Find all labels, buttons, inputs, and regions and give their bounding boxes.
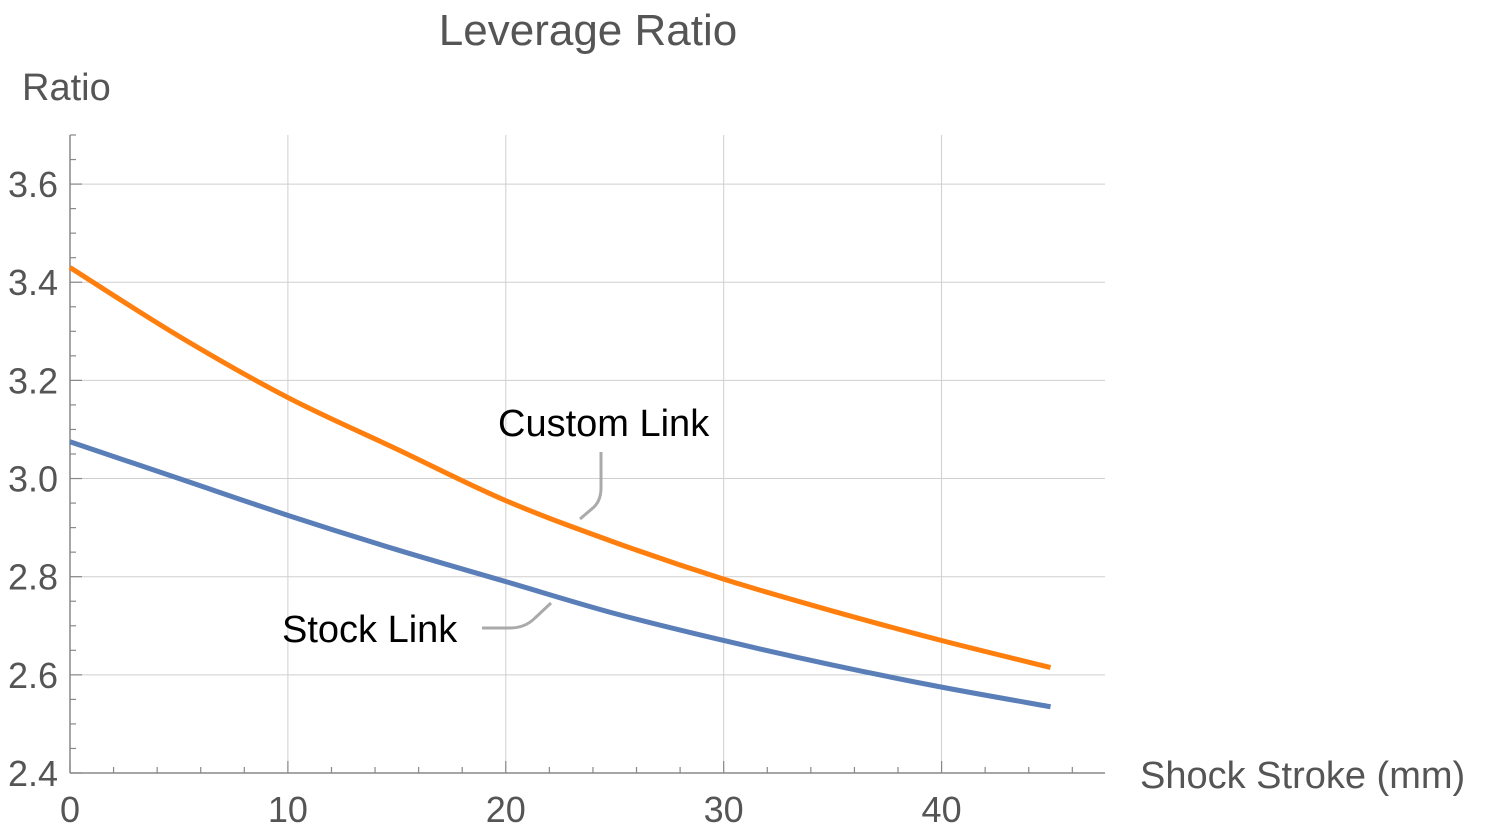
series-labels: Custom Link Stock Link — [282, 403, 710, 651]
x-tick-label: 40 — [922, 789, 962, 830]
series-label-custom-link: Custom Link — [498, 403, 710, 445]
y-tick-label: 3.0 — [8, 459, 58, 500]
series-line-stock-link — [69, 439, 1051, 710]
y-axis-label: Ratio — [22, 67, 111, 109]
y-tick-label: 3.2 — [8, 360, 58, 401]
x-axis-label: Shock Stroke (mm) — [1140, 755, 1465, 797]
series-lines — [68, 265, 1052, 710]
chart-title: Leverage Ratio — [439, 6, 737, 55]
x-tick-label: 0 — [60, 789, 80, 830]
y-tick-label: 3.6 — [8, 164, 58, 205]
y-tick-label: 2.4 — [8, 753, 58, 794]
axes — [69, 135, 1105, 774]
x-tick-label: 30 — [704, 789, 744, 830]
x-tick-label: 10 — [268, 789, 308, 830]
y-tick-label: 3.4 — [8, 262, 58, 303]
grid — [70, 135, 1105, 773]
y-tick-label: 2.6 — [8, 655, 58, 696]
series-line-custom-link — [68, 265, 1052, 670]
x-tick-label: 20 — [486, 789, 526, 830]
leader-line-custom-link — [579, 452, 603, 521]
ticks: 0 10 20 30 40 2.4 2.6 2.8 3.0 3.2 3.4 3.6 — [8, 134, 1073, 830]
y-tick-label: 2.8 — [8, 557, 58, 598]
series-label-stock-link: Stock Link — [282, 609, 458, 651]
leader-line-stock-link — [482, 601, 553, 630]
